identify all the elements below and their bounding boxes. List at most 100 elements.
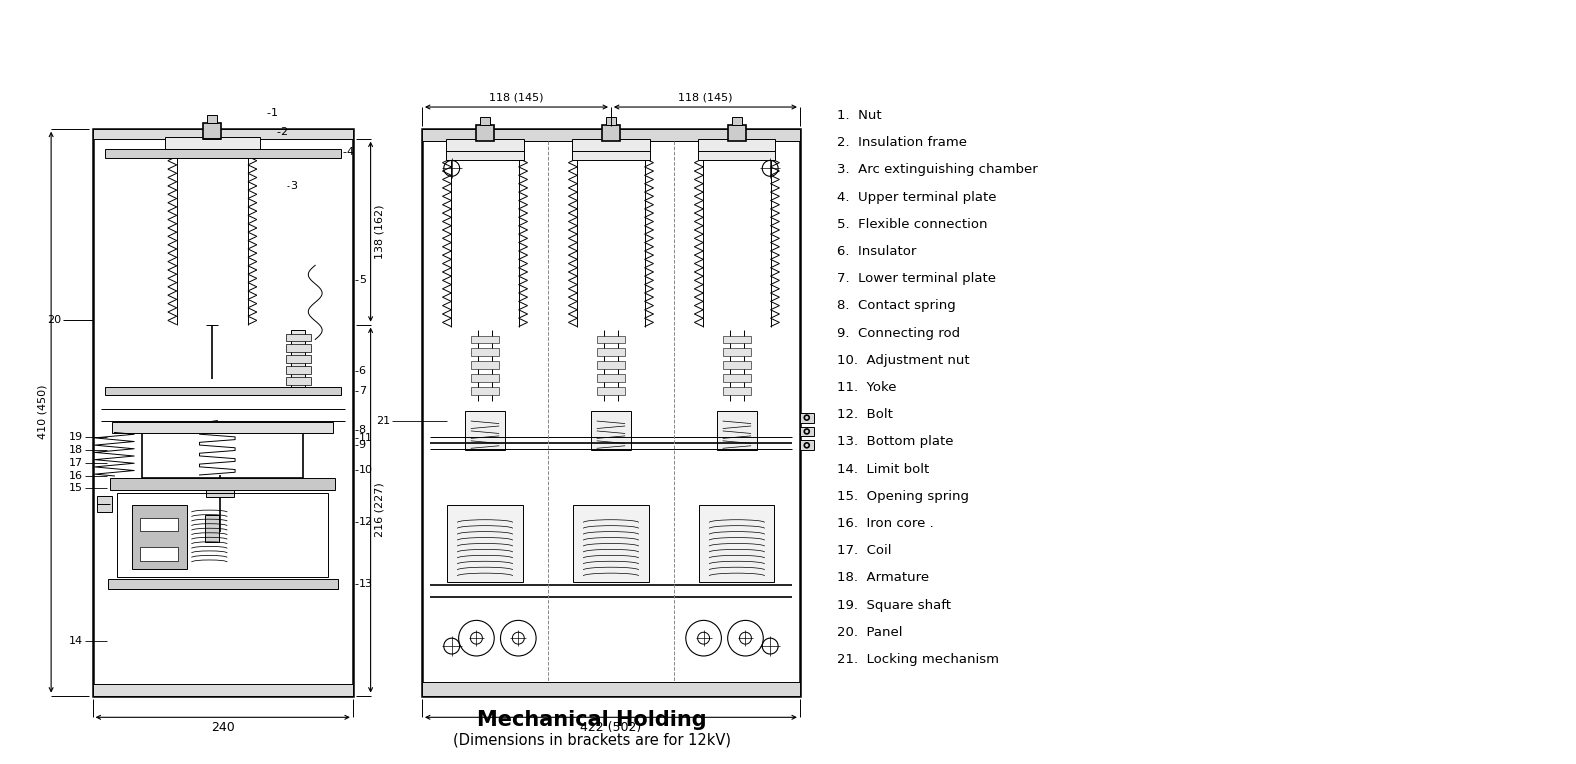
Bar xyxy=(597,387,624,395)
Bar xyxy=(471,361,500,369)
Bar xyxy=(93,684,353,695)
Bar xyxy=(285,355,310,363)
Bar xyxy=(165,137,260,158)
Bar xyxy=(448,505,523,582)
Bar xyxy=(801,413,813,422)
Text: 21: 21 xyxy=(377,416,391,426)
Bar xyxy=(476,125,493,141)
Text: 14: 14 xyxy=(69,636,84,646)
Bar xyxy=(112,422,333,433)
Bar xyxy=(471,335,500,344)
Text: 15: 15 xyxy=(69,483,84,493)
Bar xyxy=(465,411,504,450)
Text: 16.  Iron core .: 16. Iron core . xyxy=(837,517,935,530)
Text: 11.  Yoke: 11. Yoke xyxy=(837,381,897,394)
Text: 18: 18 xyxy=(69,445,84,455)
Text: 1.  Nut: 1. Nut xyxy=(837,109,883,122)
Text: 17.  Coil: 17. Coil xyxy=(837,544,892,557)
Text: 1: 1 xyxy=(271,108,277,118)
Bar xyxy=(140,517,178,531)
Bar xyxy=(208,115,217,123)
Bar xyxy=(446,139,523,160)
Text: 14.  Limit bolt: 14. Limit bolt xyxy=(837,463,930,476)
Bar xyxy=(801,440,813,450)
Text: 118 (145): 118 (145) xyxy=(678,92,733,102)
Bar xyxy=(602,125,619,141)
Bar xyxy=(723,374,750,382)
Text: 216 (227): 216 (227) xyxy=(375,483,385,537)
Bar xyxy=(728,125,745,141)
Bar xyxy=(471,387,500,395)
Text: 16: 16 xyxy=(69,471,84,481)
Text: 5.  Flexible connection: 5. Flexible connection xyxy=(837,218,988,231)
Text: 4.  Upper terminal plate: 4. Upper terminal plate xyxy=(837,190,998,204)
Bar xyxy=(140,547,178,561)
Bar xyxy=(723,348,750,356)
Bar xyxy=(93,129,353,139)
Bar xyxy=(597,361,624,369)
Bar xyxy=(285,334,310,342)
Text: 10.  Adjustment nut: 10. Adjustment nut xyxy=(837,354,971,367)
Text: 410 (450): 410 (450) xyxy=(38,385,47,439)
Bar xyxy=(597,374,624,382)
Text: 6.  Insulator: 6. Insulator xyxy=(837,245,917,258)
Bar xyxy=(574,505,649,582)
Bar xyxy=(607,117,616,125)
Text: 9.  Connecting rod: 9. Connecting rod xyxy=(837,327,961,340)
Bar xyxy=(285,377,310,385)
Bar xyxy=(110,478,336,490)
Bar xyxy=(723,335,750,344)
Text: 13: 13 xyxy=(359,579,374,589)
Text: 20.  Panel: 20. Panel xyxy=(837,626,903,639)
Bar xyxy=(700,505,774,582)
Bar xyxy=(723,387,750,395)
Text: 7: 7 xyxy=(359,386,366,396)
Bar xyxy=(422,129,801,141)
Text: 11: 11 xyxy=(359,433,374,443)
Text: 8.  Contact spring: 8. Contact spring xyxy=(837,299,957,312)
Text: 2.  Insulation frame: 2. Insulation frame xyxy=(837,136,968,149)
Bar xyxy=(422,129,801,695)
Bar xyxy=(597,348,624,356)
Bar xyxy=(104,148,340,158)
Bar xyxy=(285,366,310,374)
Bar xyxy=(422,681,801,695)
Bar xyxy=(801,426,813,436)
Text: 19.  Square shaft: 19. Square shaft xyxy=(837,599,952,612)
Text: 10: 10 xyxy=(359,465,374,475)
Text: 3: 3 xyxy=(290,181,298,191)
Bar xyxy=(471,374,500,382)
Bar xyxy=(731,117,742,125)
Bar xyxy=(203,123,221,139)
Text: 3.  Arc extinguishing chamber: 3. Arc extinguishing chamber xyxy=(837,163,1039,176)
Bar xyxy=(723,361,750,369)
Bar xyxy=(104,387,340,395)
Bar xyxy=(206,479,235,497)
Text: 4: 4 xyxy=(347,147,355,157)
Bar xyxy=(698,139,775,160)
Bar xyxy=(96,496,112,512)
Text: 9: 9 xyxy=(359,440,366,450)
Text: 12: 12 xyxy=(359,517,374,527)
Text: 240: 240 xyxy=(211,721,235,734)
Bar xyxy=(117,493,328,577)
Bar xyxy=(572,139,649,160)
Text: 19: 19 xyxy=(69,432,84,442)
Text: 6: 6 xyxy=(359,366,366,376)
Bar xyxy=(717,411,756,450)
Text: Mechanical Holding: Mechanical Holding xyxy=(478,711,708,730)
Text: 15.  Opening spring: 15. Opening spring xyxy=(837,490,969,503)
Bar xyxy=(132,505,186,569)
Bar xyxy=(107,579,337,589)
Bar xyxy=(591,411,630,450)
Bar xyxy=(471,348,500,356)
Text: 20: 20 xyxy=(47,315,61,325)
Text: 118 (145): 118 (145) xyxy=(489,92,544,102)
Text: 13.  Bottom plate: 13. Bottom plate xyxy=(837,435,953,448)
Bar xyxy=(597,335,624,344)
Text: 17: 17 xyxy=(69,458,84,468)
Text: (Dimensions in brackets are for 12kV): (Dimensions in brackets are for 12kV) xyxy=(454,733,731,747)
Bar xyxy=(93,129,353,695)
Bar xyxy=(205,514,219,542)
Bar xyxy=(285,345,310,352)
